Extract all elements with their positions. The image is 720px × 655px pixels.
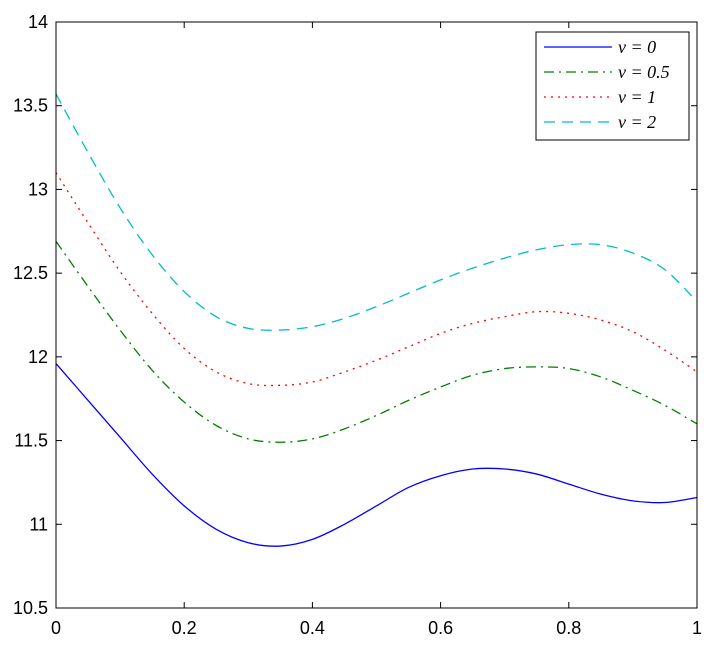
axes-layer <box>55 21 698 609</box>
legend-label-3: v = 2 <box>618 112 656 132</box>
legend-box <box>535 31 690 141</box>
y-tick-label: 14 <box>28 12 48 32</box>
legend-label-1: v = 0.5 <box>618 62 670 82</box>
y-tick-label: 11 <box>29 514 48 534</box>
series-line-0 <box>55 363 698 547</box>
series-line-1 <box>55 240 698 443</box>
series-line-3 <box>55 93 698 331</box>
x-tick-label: 0.6 <box>428 618 453 638</box>
x-tick-label: 1 <box>692 618 702 638</box>
y-tick-label: 12 <box>28 347 48 367</box>
series-layer <box>55 93 698 547</box>
y-tick-label: 12.5 <box>13 263 48 283</box>
x-tick-label: 0.4 <box>300 618 325 638</box>
tick-layer: 0 0.2 0.4 0.6 0.8 1 10.5 11 11.5 12 12.5 13 13.5 14 <box>13 12 702 638</box>
y-tick-label: 11.5 <box>14 431 48 451</box>
legend-label-0: v = 0 <box>618 37 656 57</box>
y-tick-label: 10.5 <box>13 598 48 618</box>
legend: v = 0 v = 0.5 v = 1 v = 2 <box>535 31 690 141</box>
x-tick-label: 0.8 <box>556 618 581 638</box>
y-tick-label: 13.5 <box>13 96 48 116</box>
y-tick-label: 13 <box>28 179 48 199</box>
axes-box <box>55 21 698 609</box>
x-tick-label: 0.2 <box>172 618 197 638</box>
legend-label-2: v = 1 <box>618 87 656 107</box>
x-tick-label: 0 <box>51 618 61 638</box>
